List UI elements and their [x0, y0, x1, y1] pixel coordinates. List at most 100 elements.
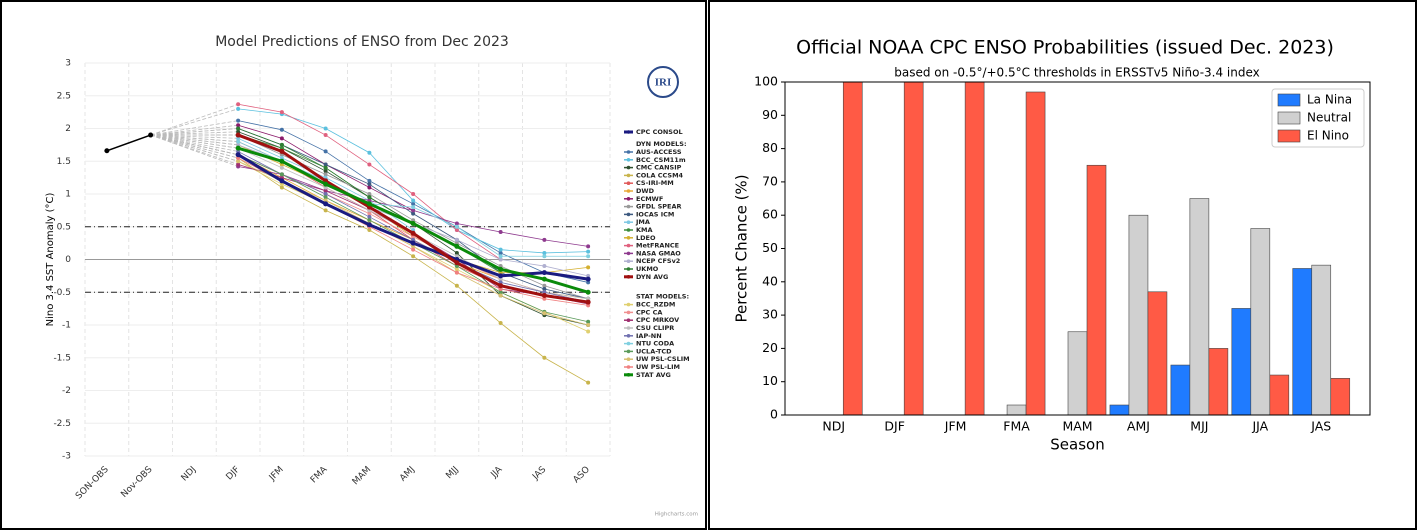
x-tick-label: AMJ — [1127, 419, 1150, 434]
y-tick-label: -1 — [62, 321, 71, 331]
point — [454, 250, 459, 255]
x-tick-label: FMA — [1003, 419, 1030, 434]
legend-label: UW PSL-LIM — [636, 363, 680, 371]
bar — [1067, 331, 1088, 416]
legend-label: MetFRANCE — [636, 242, 679, 250]
legend-marker — [626, 310, 631, 315]
point — [541, 293, 547, 299]
legend-marker — [626, 365, 631, 369]
point — [236, 159, 241, 164]
legend-marker — [626, 318, 631, 323]
bar — [1006, 404, 1027, 416]
connector — [150, 120, 239, 136]
point — [498, 273, 504, 279]
point — [236, 106, 241, 111]
legend-label: El Nino — [1307, 129, 1349, 143]
plot-frame — [784, 81, 1371, 416]
legend-marker — [626, 357, 631, 362]
bar — [1269, 374, 1290, 416]
point — [454, 267, 459, 272]
point — [279, 158, 285, 164]
point — [498, 283, 504, 289]
legend-label: BCC_RZDM — [636, 301, 675, 309]
legend-marker — [626, 212, 631, 217]
point — [411, 201, 416, 206]
connector — [150, 134, 239, 159]
point — [585, 289, 591, 295]
x-tick-label: JFM — [944, 419, 967, 434]
legend-heading: STAT MODELS: — [636, 293, 689, 301]
point — [367, 195, 372, 200]
bar — [1189, 198, 1210, 416]
y-axis-label: Nino 3.4 SST Anomaly (°C) — [45, 193, 56, 327]
legend-marker — [626, 173, 631, 178]
legend-swatch — [1277, 93, 1301, 107]
left-panel — [0, 0, 707, 530]
point — [411, 208, 416, 213]
y-tick-label: 70 — [762, 173, 778, 188]
point — [454, 283, 459, 288]
x-tick-label: NDJ — [822, 419, 845, 434]
legend-label: BCC_CSM11m — [636, 156, 686, 164]
chart-title: Model Predictions of ENSO from Dec 2023 — [215, 34, 509, 50]
point — [235, 152, 241, 158]
bar — [1208, 348, 1229, 416]
point — [411, 198, 416, 203]
point — [367, 192, 372, 196]
bar — [1025, 91, 1046, 416]
legend-marker — [626, 189, 631, 193]
x-tick-label: MAM — [1062, 419, 1092, 434]
legend-marker — [626, 181, 631, 185]
y-tick-label: -2.5 — [53, 419, 71, 429]
x-tick-label: MJJ — [1190, 419, 1208, 434]
legend-marker — [626, 220, 631, 224]
point — [367, 185, 372, 190]
legend-swatch — [1277, 111, 1301, 125]
legend-label: AUS-ACCESS — [636, 148, 682, 156]
point — [586, 380, 591, 385]
point — [586, 265, 591, 270]
legend-marker — [626, 326, 631, 330]
legend-marker — [626, 259, 631, 264]
point — [586, 244, 591, 249]
connector — [150, 124, 239, 136]
point — [542, 237, 547, 242]
bar — [842, 81, 863, 416]
legend-marker — [626, 204, 631, 209]
point — [279, 110, 284, 115]
point — [323, 172, 328, 177]
y-tick-label: -1.5 — [53, 353, 71, 363]
point — [366, 222, 372, 228]
legend-marker — [626, 251, 631, 256]
point — [236, 123, 241, 128]
legend-marker — [626, 349, 631, 354]
point — [586, 319, 591, 324]
point — [411, 205, 416, 210]
point — [454, 237, 459, 242]
y-tick-label: -0.5 — [53, 288, 71, 298]
bar — [1292, 268, 1313, 416]
point — [367, 182, 372, 187]
connector — [150, 134, 239, 139]
point — [279, 172, 284, 177]
chart-subtitle: based on -0.5°/+0.5°C thresholds in ERSS… — [894, 66, 1260, 80]
legend-swatch — [1277, 129, 1301, 143]
point — [236, 139, 241, 144]
point — [498, 293, 503, 298]
point — [323, 208, 328, 213]
point — [323, 195, 328, 200]
point — [279, 178, 285, 184]
legend-label: NCEP CFSv2 — [636, 257, 680, 265]
point — [279, 142, 284, 147]
point — [542, 286, 547, 291]
point — [586, 329, 591, 334]
y-tick-label: 60 — [762, 207, 778, 222]
point — [498, 257, 503, 262]
point — [586, 323, 591, 327]
point — [279, 165, 284, 170]
series-line — [106, 134, 151, 152]
point — [454, 243, 460, 249]
connector — [150, 134, 239, 142]
legend-label: NTU CODA — [636, 340, 674, 348]
legend-label: DWD — [636, 187, 655, 195]
